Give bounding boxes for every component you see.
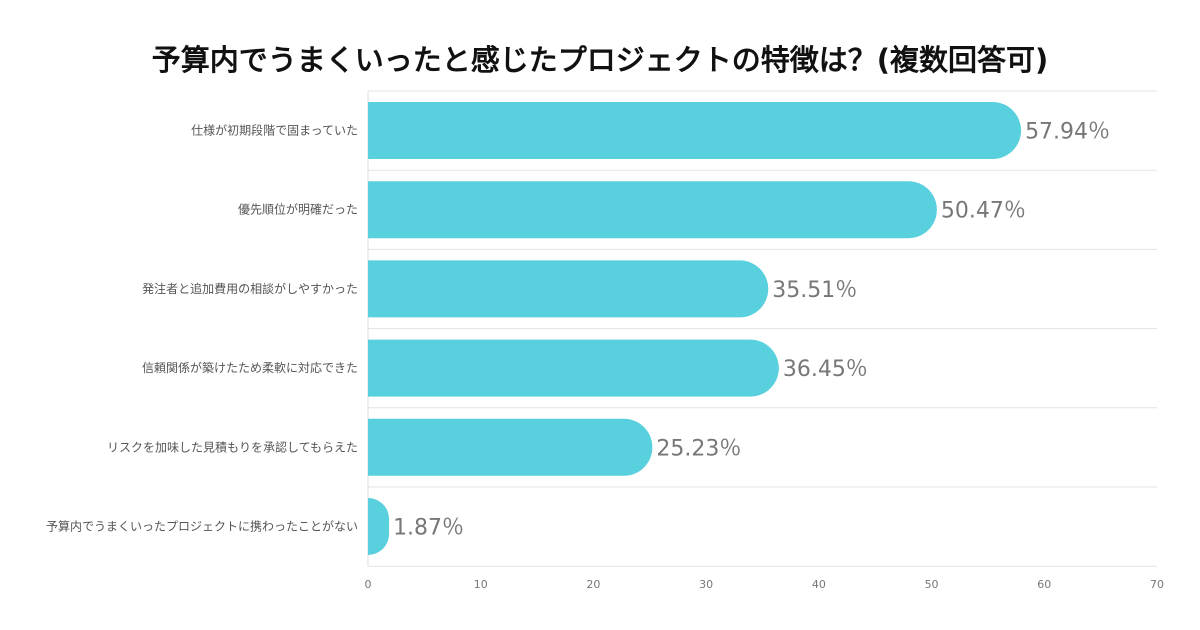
x-tick-label: 60: [1037, 578, 1051, 591]
x-tick-label: 50: [925, 578, 939, 591]
grid-layer: [367, 90, 1157, 567]
value-label: 36.45％: [783, 357, 868, 382]
value-label: 57.94％: [1025, 120, 1110, 145]
x-tick-label: 10: [474, 578, 488, 591]
category-label: 仕様が初期段階で固まっていた: [191, 123, 358, 138]
x-tick-label: 70: [1150, 578, 1164, 591]
x-tick-label: 40: [812, 578, 826, 591]
bar: [368, 181, 937, 239]
category-label: 予算内でうまくいったプロジェクトに携わったことがない: [46, 519, 358, 534]
value-label: 50.47％: [941, 199, 1026, 224]
category-label: リスクを加味した見積もりを承認してもらえた: [107, 439, 358, 454]
bar: [368, 418, 653, 476]
x-tick-label: 30: [699, 578, 713, 591]
category-label: 優先順位が明確だった: [238, 202, 358, 217]
bar: [368, 498, 390, 555]
bar: [368, 260, 769, 318]
ticks-layer: 0 10 20 30 40 50 60 70: [365, 578, 1165, 591]
value-label: 35.51％: [772, 278, 857, 303]
value-label: 1.87％: [393, 516, 464, 541]
category-label: 発注者と追加費用の相談がしやすかった: [142, 281, 358, 296]
value-label: 25.23％: [656, 436, 741, 461]
chart-title: 予算内でうまくいったと感じたプロジェクトの特徴は？(複数回答可): [152, 43, 1049, 77]
bars-layer: [368, 102, 1022, 555]
x-tick-label: 20: [586, 578, 600, 591]
bar: [368, 102, 1022, 159]
x-tick-label: 0: [365, 578, 372, 591]
bar: [368, 339, 779, 397]
category-label: 信頼関係が築けたため柔軟に対応できた: [142, 360, 358, 375]
labels-layer: 仕様が初期段階で固まっていた 57.94％ 優先順位が明確だった 50.47％ 発注者と…: [46, 120, 1110, 541]
